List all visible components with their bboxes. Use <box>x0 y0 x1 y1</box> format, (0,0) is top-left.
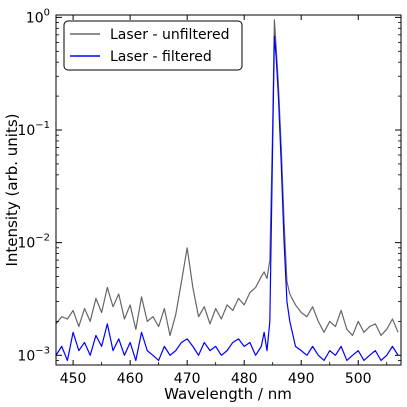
legend: Laser - unfiltered Laser - filtered <box>63 20 243 71</box>
x-tick-label: 500 <box>345 371 372 387</box>
series-line-filtered <box>56 35 399 362</box>
y-tick-label: 10−2 <box>17 233 50 252</box>
x-tick-label: 480 <box>231 371 258 387</box>
series-line-unfiltered <box>56 19 399 337</box>
x-tick-label: 490 <box>288 371 315 387</box>
x-axis-label: Wavelength / nm <box>164 385 292 403</box>
x-axis: 450 460 470 480 490 500 <box>60 15 388 387</box>
series-layer <box>56 19 399 362</box>
y-axis-label: Intensity (arb. units) <box>3 113 21 266</box>
x-tick-label: 450 <box>60 371 87 387</box>
y-tick-label: 10−3 <box>17 345 50 364</box>
legend-label-unfiltered: Laser - unfiltered <box>110 27 230 43</box>
legend-label-filtered: Laser - filtered <box>110 49 212 65</box>
legend-box <box>63 20 243 71</box>
y-axis: 10−3 10−2 10−1 100 <box>17 7 401 364</box>
y-tick-label: 100 <box>26 7 50 26</box>
plot-frame <box>55 14 402 366</box>
y-tick-label: 10−1 <box>17 120 50 139</box>
x-tick-label: 460 <box>117 371 144 387</box>
x-tick-label: 470 <box>174 371 201 387</box>
